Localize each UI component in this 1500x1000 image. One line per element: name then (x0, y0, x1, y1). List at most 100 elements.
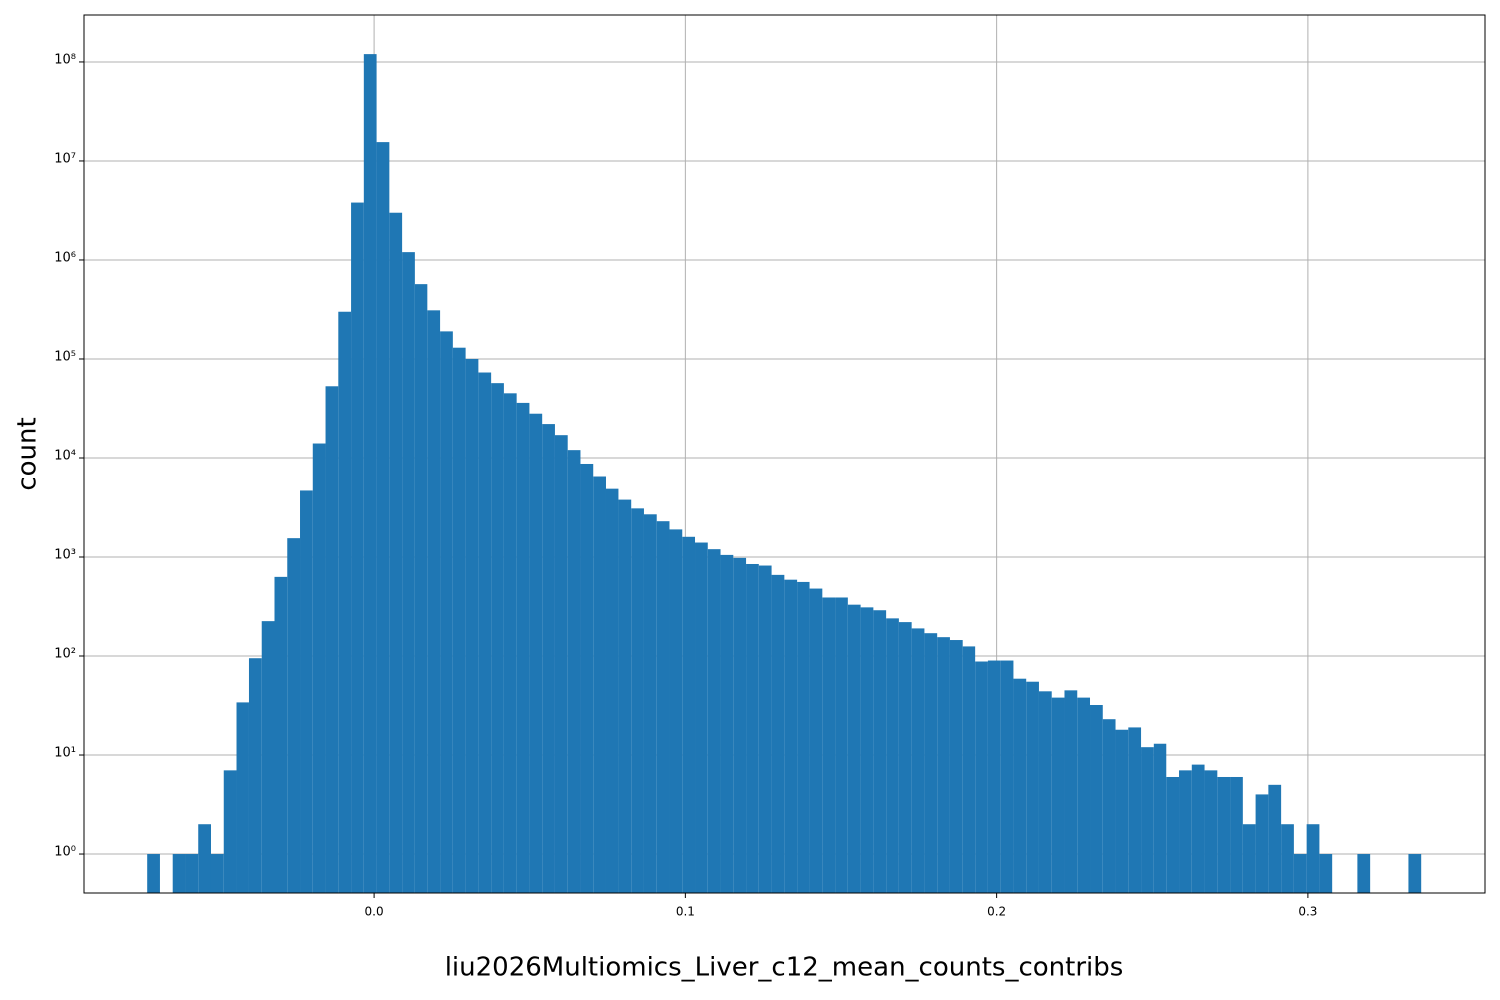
bar (452, 347, 466, 893)
bar (1204, 770, 1218, 893)
bar (376, 142, 390, 893)
bar (516, 402, 530, 893)
bar (1153, 743, 1167, 893)
bar (554, 435, 568, 893)
bar (261, 621, 275, 893)
bar (542, 424, 555, 893)
bar (618, 499, 632, 893)
bar (1064, 690, 1078, 893)
bar (1026, 681, 1039, 893)
bar (172, 854, 186, 893)
bar (185, 854, 199, 893)
bar (809, 588, 823, 893)
bar (758, 565, 772, 893)
bar (1255, 794, 1269, 893)
bar (1013, 678, 1027, 893)
bar (248, 658, 262, 893)
bar (784, 579, 798, 893)
y-tick-label: 10⁸ (54, 52, 76, 67)
bar (962, 646, 976, 893)
bar (1077, 697, 1091, 893)
bar (389, 212, 403, 894)
y-tick-label: 10⁵ (54, 349, 76, 364)
bar (1179, 770, 1192, 893)
y-tick-label: 10⁰ (54, 845, 76, 860)
bar (300, 490, 313, 893)
bar (707, 549, 721, 893)
bar (695, 542, 708, 893)
bar (465, 358, 479, 893)
bar (427, 310, 441, 894)
x-tick-label: 0.0 (365, 905, 384, 919)
bar (1000, 660, 1014, 893)
bar (1051, 697, 1065, 893)
bar (363, 54, 377, 893)
y-tick-label: 10⁶ (54, 250, 76, 265)
bar (1268, 784, 1282, 893)
bar (1408, 854, 1422, 893)
bar (503, 393, 517, 893)
bar (631, 508, 644, 893)
bar (210, 854, 224, 893)
y-tick-label: 10² (54, 647, 76, 662)
y-axis-label: count (13, 417, 43, 490)
bar (1242, 824, 1256, 893)
bar (1306, 824, 1320, 893)
bar (975, 661, 988, 893)
bar (1230, 776, 1243, 893)
y-tick-label: 10³ (54, 547, 76, 562)
y-tick-label: 10⁷ (54, 151, 76, 166)
bar (1115, 729, 1129, 893)
plot-frame (83, 14, 1486, 894)
bar (605, 488, 619, 893)
bar (937, 637, 950, 893)
bar (402, 252, 415, 894)
bar (147, 854, 160, 893)
bar (720, 554, 734, 893)
bar (771, 574, 785, 893)
bars-layer (147, 54, 1422, 894)
bar (414, 284, 428, 893)
bar (1217, 776, 1231, 893)
bar (593, 476, 606, 893)
y-tick-label: 10¹ (54, 746, 76, 761)
bar (236, 702, 249, 893)
bar (949, 640, 963, 893)
bar (1038, 691, 1052, 893)
bar (287, 538, 301, 893)
bar (860, 607, 874, 893)
bar (987, 660, 1001, 893)
bar (325, 386, 339, 893)
bar (567, 450, 581, 893)
bar (873, 610, 887, 893)
x-tick-label: 0.1 (676, 905, 695, 919)
bar (351, 202, 364, 894)
bar (1090, 705, 1103, 893)
bar (669, 529, 683, 893)
bar (733, 557, 747, 893)
bar (1166, 776, 1180, 893)
bar (1141, 747, 1154, 893)
bar (198, 824, 211, 893)
x-axis-label: liu2026Multiomics_Liver_c12_mean_counts_… (445, 953, 1124, 983)
bar (491, 383, 504, 893)
bar (1357, 854, 1371, 893)
bar (529, 413, 543, 893)
bar (835, 597, 848, 893)
bar (656, 521, 670, 893)
bar (847, 604, 861, 893)
bar (338, 311, 352, 893)
bar (440, 331, 453, 893)
bar (822, 597, 836, 893)
bar (1128, 727, 1142, 893)
x-tick-label: 0.3 (1298, 905, 1317, 919)
bar (746, 563, 759, 893)
bar (312, 443, 326, 893)
bar (898, 622, 912, 893)
bar (643, 514, 657, 893)
bar (682, 536, 696, 893)
bar (580, 463, 594, 893)
bar (1191, 764, 1205, 893)
x-tick-label: 0.2 (987, 905, 1006, 919)
